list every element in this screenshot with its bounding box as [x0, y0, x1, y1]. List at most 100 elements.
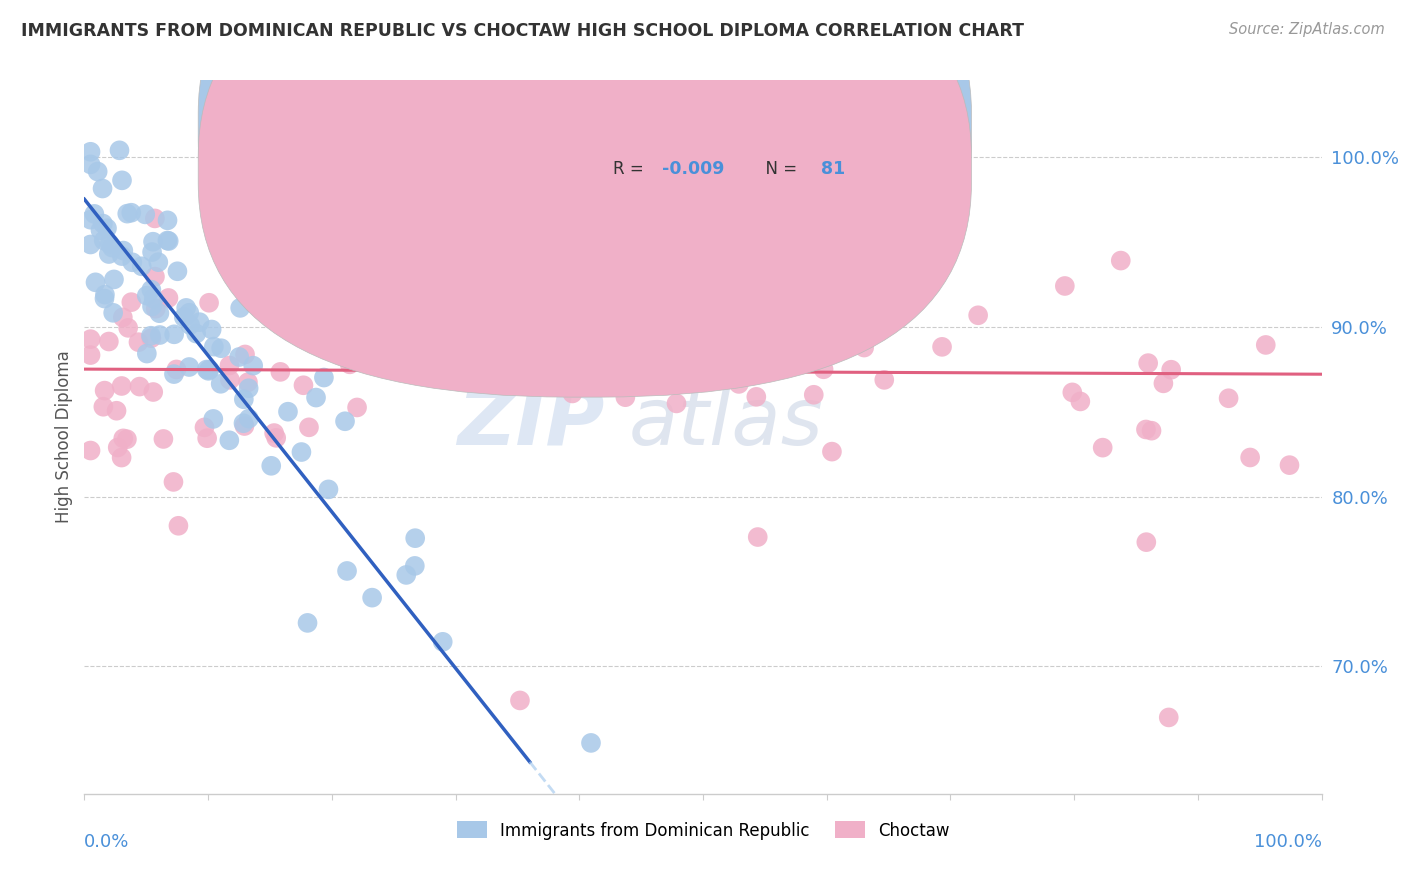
Point: [188, 315, 211, 329]
Point: [141, 331, 163, 345]
Point: [312, 370, 335, 384]
Point: [1135, 535, 1157, 549]
Point: [195, 362, 218, 376]
Point: [260, 458, 283, 473]
Point: [112, 431, 135, 445]
Point: [143, 211, 166, 226]
Point: [142, 384, 165, 399]
Point: [93, 292, 115, 306]
Point: [336, 564, 359, 578]
Point: [318, 483, 340, 497]
Point: [395, 568, 418, 582]
Point: [405, 234, 427, 248]
Point: [157, 291, 180, 305]
Point: [233, 347, 256, 361]
Point: [803, 388, 825, 402]
Point: [97, 247, 120, 261]
Point: [195, 431, 218, 445]
Point: [152, 432, 174, 446]
Point: [143, 269, 166, 284]
Point: [853, 341, 876, 355]
Point: [134, 207, 156, 221]
Point: [305, 391, 328, 405]
Point: [117, 206, 139, 220]
Point: [139, 328, 162, 343]
Point: [91, 400, 114, 414]
Point: [218, 434, 240, 448]
Text: 83: 83: [821, 118, 845, 136]
Point: [197, 364, 219, 378]
Point: [1278, 458, 1301, 472]
Point: [534, 359, 557, 373]
Point: [807, 310, 830, 324]
Point: [198, 295, 221, 310]
Text: Source: ZipAtlas.com: Source: ZipAtlas.com: [1229, 22, 1385, 37]
Point: [1069, 394, 1091, 409]
Point: [149, 328, 172, 343]
Point: [233, 419, 256, 434]
Point: [219, 373, 242, 387]
Point: [821, 444, 844, 458]
Point: [202, 340, 225, 354]
Point: [93, 234, 115, 248]
Point: [352, 238, 374, 252]
Point: [1062, 385, 1084, 400]
Point: [148, 306, 170, 320]
Point: [157, 234, 180, 248]
Point: [339, 357, 361, 371]
Point: [1053, 279, 1076, 293]
Point: [103, 272, 125, 286]
Point: [128, 379, 150, 393]
Text: R =: R =: [613, 161, 648, 178]
Text: IMMIGRANTS FROM DOMINICAN REPUBLIC VS CHOCTAW HIGH SCHOOL DIPLOMA CORRELATION CH: IMMIGRANTS FROM DOMINICAN REPUBLIC VS CH…: [21, 22, 1024, 40]
Point: [269, 365, 291, 379]
Point: [813, 362, 835, 376]
Point: [202, 412, 225, 426]
Point: [292, 378, 315, 392]
Point: [101, 306, 124, 320]
FancyBboxPatch shape: [548, 98, 883, 205]
Point: [1218, 391, 1240, 405]
Point: [1157, 710, 1180, 724]
Point: [186, 326, 208, 341]
Point: [461, 277, 484, 291]
Point: [179, 359, 201, 374]
Point: [86, 164, 108, 178]
Point: [238, 381, 260, 395]
Point: [131, 260, 153, 274]
Point: [162, 475, 184, 489]
Point: [111, 379, 134, 393]
Point: [209, 376, 232, 391]
Point: [127, 335, 149, 350]
Point: [141, 299, 163, 313]
Point: [142, 235, 165, 249]
Point: [967, 308, 990, 322]
Point: [97, 334, 120, 349]
Point: [263, 425, 285, 440]
Point: [238, 411, 260, 425]
Point: [298, 420, 321, 434]
Point: [218, 359, 240, 373]
Point: [117, 321, 139, 335]
Text: 100.0%: 100.0%: [1254, 833, 1322, 851]
Point: [108, 144, 131, 158]
Point: [179, 306, 201, 320]
Text: ZIP: ZIP: [457, 384, 605, 462]
Point: [404, 558, 426, 573]
Point: [1152, 376, 1174, 391]
Text: atlas: atlas: [628, 384, 824, 462]
Point: [83, 207, 105, 221]
Point: [346, 401, 368, 415]
Point: [98, 236, 121, 251]
Point: [728, 376, 751, 391]
Point: [156, 234, 179, 248]
Point: [179, 318, 201, 332]
Point: [1140, 424, 1163, 438]
Point: [236, 375, 259, 389]
Point: [1109, 253, 1132, 268]
Point: [361, 591, 384, 605]
Point: [775, 291, 797, 305]
Point: [79, 212, 101, 227]
Point: [96, 221, 118, 235]
Point: [432, 635, 454, 649]
